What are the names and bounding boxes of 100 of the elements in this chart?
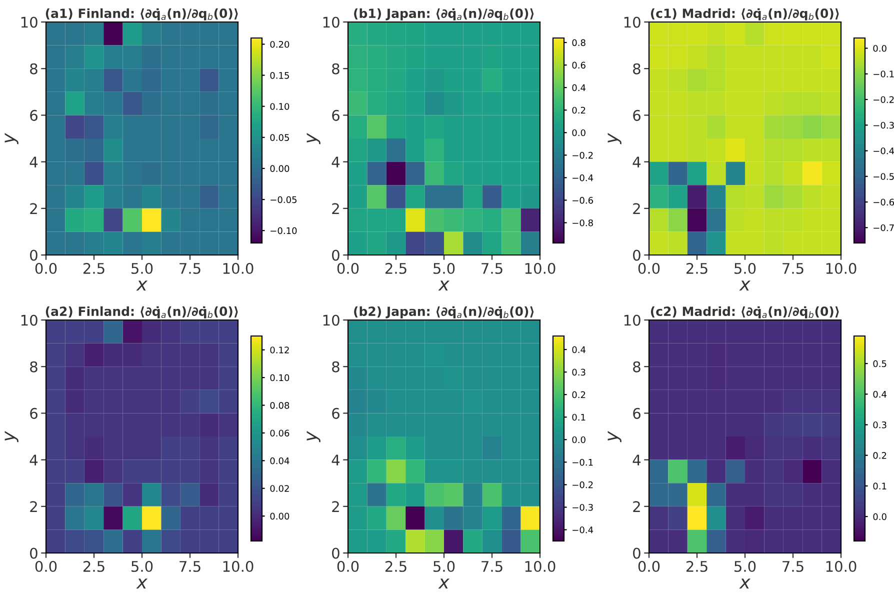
color-bar-label: 0.2: [572, 391, 586, 398]
y-tick-label: 2: [332, 203, 339, 214]
color-bar-label: −0.7: [874, 224, 894, 232]
x-tick-label: 2.5: [83, 560, 104, 572]
color-bar-label: −0.6: [874, 198, 894, 206]
chart-title: (b2) Japan: ⟨∂q̇$_{a}$(n)/∂q̇$_{b}$(0)⟩: [354, 306, 534, 318]
y-tick-label: 2: [30, 501, 37, 512]
y-tick-label: 10: [624, 16, 640, 28]
color-bar-label: 0.04: [270, 457, 290, 464]
x-tick-label: 10.0: [826, 262, 856, 274]
x-tick-label: 7.5: [180, 263, 200, 274]
color-bar-label: 0.3: [572, 368, 586, 376]
chart-title: (a2) Finland: ⟨∂q̇$_{a}$(n)/∂q̇$_{b}$(0)⟩: [46, 306, 238, 318]
y-tick-label: 10: [21, 16, 38, 28]
y-tick-label: 8: [332, 361, 340, 372]
x-tick-label: 0.0: [638, 560, 660, 572]
chart-title: (a1) Finland: ⟨∂q̇$_{a}$(n)/∂q$_{b}$(0)⟩: [46, 8, 238, 20]
x-tick-label: 5.0: [132, 560, 153, 572]
y-tick-label: 2: [633, 501, 640, 512]
color-bar-label: 0.10: [270, 374, 290, 382]
y-tick-label: 8: [633, 63, 640, 74]
x-tick-label: 2.5: [83, 262, 104, 274]
x-tick-label: 0.0: [638, 262, 660, 274]
color-bar-label: −0.8: [572, 219, 593, 226]
y-axis-title: y: [4, 430, 18, 442]
color-bar-label: 0.0: [873, 44, 886, 52]
color-bar-label: 0.00: [270, 512, 290, 520]
y-tick-label: 4: [30, 454, 38, 466]
x-tick-label: 10.0: [223, 262, 254, 274]
color-bar-label: −0.4: [572, 174, 594, 182]
color-bar-label: −0.2: [572, 152, 593, 159]
y-tick-label: 8: [30, 361, 38, 372]
color-bar-label: 0.08: [270, 402, 290, 409]
y-tick-label: 10: [323, 16, 340, 28]
y-tick-label: 4: [632, 156, 641, 168]
y-tick-label: 6: [633, 408, 640, 419]
color-bar-label: 0.00: [270, 165, 290, 172]
x-tick-label: 0.0: [337, 262, 359, 274]
color-bar-label: −0.3: [874, 122, 894, 129]
x-axis-title: x: [739, 578, 750, 588]
x-tick-label: 2.5: [686, 560, 708, 572]
x-tick-label: 5.0: [734, 560, 756, 572]
color-bar-label: 0.0: [572, 129, 586, 136]
x-axis-title: x: [438, 280, 450, 290]
x-tick-label: 5.0: [132, 262, 153, 274]
color-bar-label: 0.0: [873, 513, 886, 520]
chart-title: (b1) Japan: ⟨∂q̇$_{a}$(n)/∂q$_{b}$(0)⟩: [354, 8, 534, 20]
y-axis-title: y: [4, 132, 18, 144]
color-bar-label: 0.0: [572, 436, 586, 444]
x-tick-label: 10.0: [525, 262, 556, 274]
color-bar-label: −0.4: [874, 147, 894, 154]
y-tick-label: 10: [21, 314, 38, 326]
x-tick-label: 7.5: [782, 263, 804, 274]
y-tick-label: 0: [332, 250, 340, 261]
y-tick-label: 4: [30, 156, 38, 168]
x-tick-label: 10.0: [223, 560, 254, 572]
x-tick-label: 0.0: [35, 262, 57, 274]
color-bar-label: 0.4: [873, 390, 886, 398]
x-tick-label: 5.0: [434, 560, 455, 572]
color-bar-label: 0.1: [572, 414, 586, 421]
x-tick-label: 7.5: [782, 561, 804, 572]
y-tick-label: 10: [624, 314, 640, 326]
x-tick-label: 2.5: [385, 560, 406, 572]
x-axis-title: x: [438, 578, 450, 588]
x-tick-label: 0.0: [35, 560, 57, 572]
color-bar-label: 0.02: [270, 485, 289, 492]
x-axis-title: x: [136, 280, 148, 290]
x-tick-label: 2.5: [385, 262, 406, 274]
color-bar-label: −0.4: [572, 526, 594, 534]
y-tick-label: 6: [332, 408, 340, 419]
x-tick-label: 2.5: [686, 262, 708, 274]
color-bar-label: 0.10: [270, 103, 290, 110]
color-bar-label: −0.6: [572, 196, 593, 204]
x-tick-label: 5.0: [434, 262, 455, 274]
x-tick-label: 10.0: [826, 560, 856, 572]
color-bar-label: 0.2: [572, 106, 586, 114]
y-tick-label: 6: [633, 110, 640, 121]
color-bar-label: 0.1: [873, 482, 886, 490]
color-bar-label: −0.2: [572, 481, 593, 488]
y-tick-label: 0: [30, 548, 38, 559]
color-bar-label: −0.1: [874, 70, 894, 78]
color-bar-label: 0.15: [270, 72, 289, 79]
color-bar-label: 0.12: [270, 346, 289, 354]
color-bar-label: −0.05: [270, 196, 297, 204]
x-tick-label: 7.5: [180, 561, 200, 572]
y-tick-label: 0: [633, 548, 640, 559]
y-tick-label: 8: [332, 63, 340, 74]
x-axis-title: x: [136, 578, 148, 588]
color-bar-label: −0.10: [270, 227, 297, 234]
color-bar-label: 0.5: [873, 360, 886, 368]
x-tick-label: 7.5: [482, 561, 502, 572]
y-tick-label: 0: [30, 250, 38, 261]
color-bar-label: 0.06: [270, 430, 290, 437]
y-tick-label: 10: [323, 314, 340, 326]
y-tick-label: 6: [30, 110, 38, 121]
chart-title: (c1) Madrid: ⟨∂q̇$_{a}$(n)/∂q$_{b}$(0)⟩: [650, 8, 839, 20]
color-bar-label: −0.2: [874, 96, 894, 104]
x-tick-label: 0.0: [337, 560, 359, 572]
y-axis-title: y: [306, 430, 320, 442]
chart-title: (c2) Madrid: ⟨∂q̇$_{a}$(n)/∂q̇$_{b}$(0)⟩: [650, 306, 839, 318]
